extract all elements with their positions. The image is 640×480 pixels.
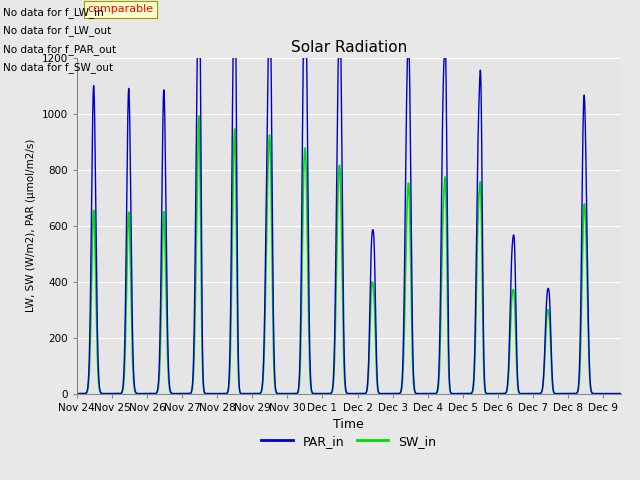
PAR_in (81, 391, 89, 396)
PAR_in (517, 391, 525, 396)
PAR_in (73, 391, 81, 396)
SW_in (426, 391, 434, 396)
SW_in (224, 390, 232, 396)
PAR_in (617, 391, 625, 396)
PAR_in (426, 391, 434, 396)
Text: No data for f_LW_in: No data for f_LW_in (3, 7, 104, 18)
Text: No data for f_LW_out: No data for f_LW_out (3, 25, 111, 36)
SW_in (81, 391, 89, 396)
PAR_in (395, 391, 403, 396)
SW_in (73, 391, 81, 396)
PAR_in (224, 389, 232, 395)
SW_in (517, 391, 525, 396)
Legend: PAR_in, SW_in: PAR_in, SW_in (257, 430, 441, 453)
Y-axis label: LW, SW (W/m2), PAR (μmol/m2/s): LW, SW (W/m2), PAR (μmol/m2/s) (26, 139, 36, 312)
SW_in (617, 391, 625, 396)
Text: No data for f_SW_out: No data for f_SW_out (3, 62, 113, 73)
PAR_in (294, 386, 302, 392)
Text: No data for f_PAR_out: No data for f_PAR_out (3, 44, 116, 55)
Text: comparable: comparable (88, 4, 154, 14)
PAR_in (193, 55, 201, 60)
Line: SW_in: SW_in (77, 116, 621, 394)
Line: PAR_in: PAR_in (77, 58, 621, 394)
X-axis label: Time: Time (333, 418, 364, 431)
Title: Solar Radiation: Solar Radiation (291, 40, 407, 55)
SW_in (294, 388, 302, 394)
SW_in (195, 113, 203, 119)
SW_in (395, 391, 403, 396)
